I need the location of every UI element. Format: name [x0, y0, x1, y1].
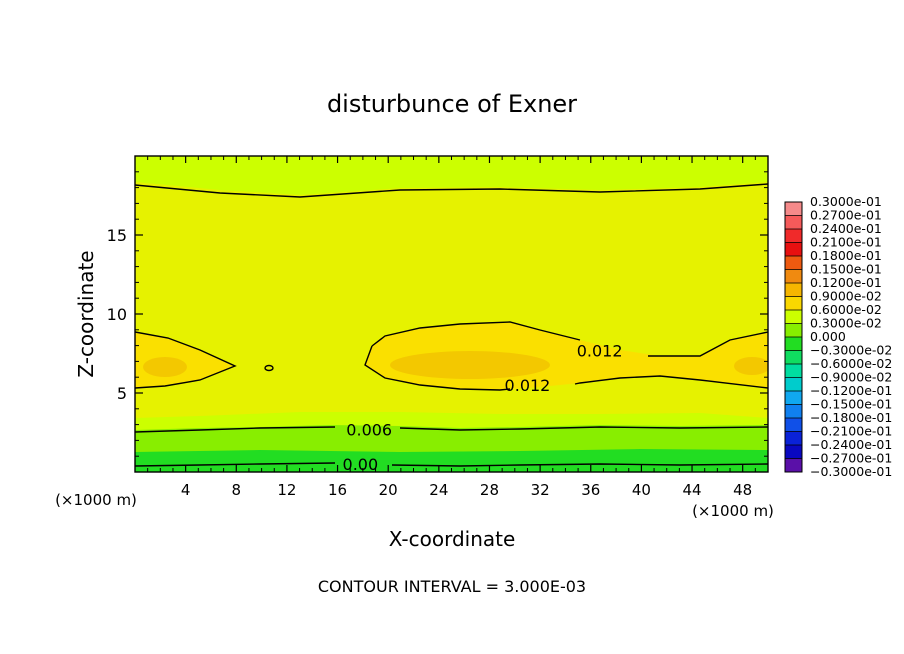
x-tick-label: 36 — [581, 481, 600, 499]
colorbar-swatch — [785, 404, 802, 418]
colorbar-swatch — [785, 283, 802, 297]
x-tick-label: 20 — [379, 481, 398, 499]
colorbar-label: −0.2700e-01 — [810, 451, 892, 466]
colorbar-swatch — [785, 256, 802, 270]
colorbar-swatch — [785, 418, 802, 432]
colorbar-label: 0.3000e-02 — [810, 316, 882, 331]
colorbar-label: 0.2100e-01 — [810, 235, 882, 250]
contour-lines — [135, 183, 768, 467]
colorbar-swatch — [785, 377, 802, 391]
chart-title: disturbunce of Exner — [327, 90, 577, 118]
contour-012-left — [135, 331, 237, 389]
x-tick-label: 8 — [232, 481, 242, 499]
colorbar-swatch — [785, 431, 802, 445]
band-0.000 — [135, 449, 768, 472]
colorbar-label: −0.1500e-01 — [810, 397, 892, 412]
y-tick-label: 5 — [117, 384, 127, 403]
colorbar-label: −0.6000e-02 — [810, 356, 892, 371]
x-axis: 4 8 12 16 20 24 28 32 36 40 44 48 — [147, 156, 756, 499]
y-tick-label: 10 — [107, 305, 127, 324]
colorbar-swatch — [785, 458, 802, 472]
colorbar-label: −0.3000e-01 — [810, 464, 892, 479]
colorbar-label: −0.3000e-02 — [810, 343, 892, 358]
colorbar-label: 0.2700e-01 — [810, 208, 882, 223]
x-tick-label: 32 — [531, 481, 550, 499]
plot-area: 0.012 0.012 0.006 0.00 — [135, 156, 768, 474]
colorbar-label: −0.9000e-02 — [810, 370, 892, 385]
colorbar-swatch — [785, 323, 802, 337]
band-0.015-a — [143, 357, 187, 377]
x-tick-label: 24 — [429, 481, 448, 499]
x-tick-label: 4 — [181, 481, 191, 499]
colorbar-swatch — [785, 215, 802, 229]
colorbar-label: −0.2100e-01 — [810, 424, 892, 439]
contour-label: 0.006 — [346, 420, 392, 439]
contour-label: 0.012 — [577, 341, 623, 360]
colorbar-label: 0.9000e-02 — [810, 289, 882, 304]
colorbar-label: 0.1500e-01 — [810, 262, 882, 277]
x-tick-label: 12 — [277, 481, 296, 499]
colorbar-swatch — [785, 202, 802, 216]
colorbar-label: 0.2400e-01 — [810, 221, 882, 236]
colorbar-swatch — [785, 229, 802, 243]
x-tick-label: 48 — [733, 481, 752, 499]
x-axis-label: X-coordinate — [389, 527, 516, 551]
colorbar-swatch — [785, 310, 802, 324]
x-unit-right: (×1000 m) — [692, 502, 774, 520]
colorbar-label: 0.1800e-01 — [810, 248, 882, 263]
x-tick-label: 28 — [480, 481, 499, 499]
colorbar-label: −0.2400e-01 — [810, 437, 892, 452]
colorbar-swatch — [785, 337, 802, 351]
colorbar-swatch — [785, 350, 802, 364]
contour-000 — [135, 462, 768, 467]
y-tick-label: 15 — [107, 226, 127, 245]
colorbar-label: 0.1200e-01 — [810, 275, 882, 290]
contour-012-right — [364, 321, 768, 391]
contour-upper — [135, 183, 768, 198]
colorbar-swatch — [785, 445, 802, 459]
x-tick-label: 44 — [682, 481, 701, 499]
colorbar-label: 0.000 — [810, 329, 846, 344]
band-0.015-b — [390, 351, 550, 379]
x-unit-left: (×1000 m) — [55, 491, 137, 509]
x-tick-label: 16 — [328, 481, 347, 499]
band-0.015-c — [734, 357, 768, 375]
colorbar-swatch — [785, 269, 802, 283]
contour-006 — [135, 426, 768, 433]
colorbar-swatch — [785, 391, 802, 405]
x-tick-label: 40 — [632, 481, 651, 499]
colorbar-label: 0.6000e-02 — [810, 302, 882, 317]
colorbar-label: −0.1800e-01 — [810, 410, 892, 425]
colorbar-label: −0.1200e-01 — [810, 383, 892, 398]
colorbar-swatch — [785, 296, 802, 310]
colorbar-swatch — [785, 364, 802, 378]
y-axis-label: Z-coordinate — [74, 250, 98, 377]
y-axis: 5 10 15 — [107, 171, 768, 457]
colorbar: 0.3000e-010.2700e-010.2400e-010.2100e-01… — [784, 194, 892, 479]
contour-label: 0.00 — [343, 455, 379, 474]
contour-labels: 0.012 0.012 0.006 0.00 — [343, 341, 623, 474]
colorbar-swatch — [785, 242, 802, 256]
contour-interval: CONTOUR INTERVAL = 3.000E-03 — [318, 577, 586, 596]
contour-012-small — [264, 364, 274, 372]
contour-label: 0.012 — [505, 376, 551, 395]
colorbar-label: 0.3000e-01 — [810, 194, 882, 209]
